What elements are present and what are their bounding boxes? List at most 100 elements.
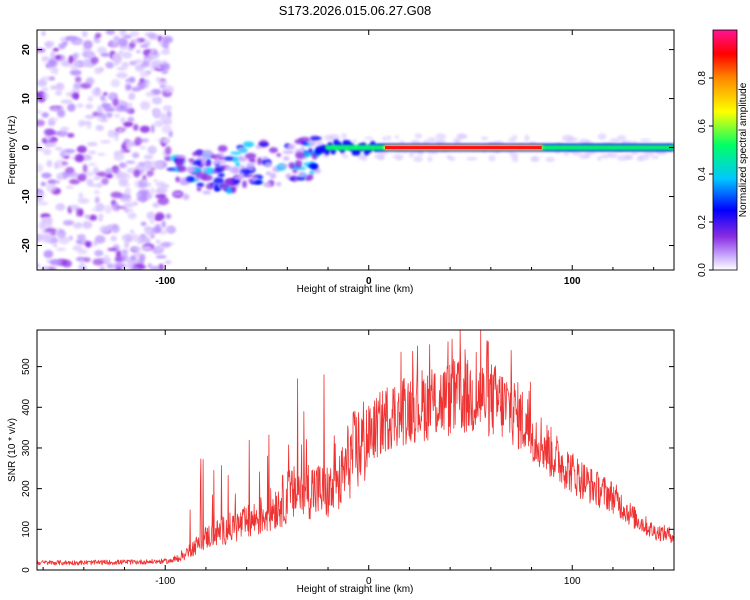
scatter-blob (282, 150, 294, 154)
spectrogram-y-ticks: -20 -10 0 10 20 (21, 44, 674, 253)
noise-blob (155, 77, 161, 82)
noise-blob (162, 40, 169, 49)
scatter-blob (196, 186, 202, 192)
scatter-blob (177, 165, 186, 172)
noise-blob (105, 112, 113, 118)
noise-blob (156, 244, 165, 253)
snr-x-ticks: -100 0 100 (42, 330, 655, 587)
ridge-halo-blob (531, 157, 538, 161)
noise-blob (105, 30, 116, 35)
colorbar-gradient (713, 30, 737, 270)
snr-y-tick-label: 300 (21, 439, 32, 456)
noise-blob (42, 92, 50, 100)
noise-blob (164, 156, 172, 162)
ridge-halo-blob (643, 150, 655, 157)
spectrogram-x-tick-label: -100 (155, 276, 175, 287)
noise-blob (140, 221, 147, 226)
noise-blob (93, 176, 101, 181)
noise-blob (37, 119, 46, 127)
noise-blob (49, 117, 59, 122)
noise-blob (106, 263, 114, 269)
scatter-blob (256, 157, 263, 166)
scatter-blob (195, 172, 208, 179)
spectrogram-y-tick-label: 10 (21, 93, 32, 105)
scatter-blob (188, 167, 193, 174)
noise-blob (129, 30, 140, 38)
ridge-halo-blob (392, 154, 404, 160)
noise-blob (160, 49, 171, 55)
noise-blob (160, 64, 169, 69)
noise-blob (116, 205, 128, 210)
noise-blob (134, 136, 143, 146)
noise-blob (124, 208, 130, 213)
noise-blob (140, 138, 150, 143)
noise-blob (55, 90, 63, 96)
ridge-halo-blob (315, 140, 323, 146)
noise-blob (129, 229, 135, 235)
scatter-blob (230, 186, 237, 194)
noise-blob (37, 163, 44, 173)
noise-blob (91, 88, 102, 97)
noise-blob (112, 165, 119, 174)
scatter-blob (174, 154, 186, 159)
noise-blob (60, 126, 70, 132)
colorbar-tick-label: 0.4 (697, 167, 708, 181)
noise-blob (155, 239, 161, 245)
spectrogram-x-tick-label: 0 (366, 276, 372, 287)
noise-blob (48, 180, 61, 184)
noise-blob (107, 129, 116, 138)
ridge-halo-blob (382, 136, 388, 141)
noise-blob (60, 99, 73, 104)
noise-blob (99, 225, 112, 234)
noise-blob (165, 213, 172, 220)
scatter-blob (218, 182, 230, 190)
scatter-blob (264, 161, 272, 168)
noise-blob (99, 140, 111, 144)
noise-blob (37, 147, 45, 151)
noise-blob (101, 103, 112, 107)
noise-blob (96, 112, 102, 122)
noise-blob (128, 76, 136, 84)
scatter-blob (295, 152, 305, 159)
scatter-blob (238, 146, 244, 151)
noise-blob (116, 72, 128, 79)
scatter-blob (286, 143, 296, 150)
noise-blob (118, 178, 129, 186)
noise-blob (161, 70, 168, 74)
scatter-blob (201, 149, 214, 158)
noise-blob (94, 235, 106, 244)
noise-blob (69, 178, 81, 185)
noise-blob (113, 152, 125, 161)
noise-blob (165, 146, 172, 155)
noise-blob (41, 30, 46, 37)
scatter-blob (196, 149, 202, 157)
noise-blob (123, 201, 135, 209)
noise-blob (83, 214, 90, 218)
noise-blob (47, 58, 59, 68)
noise-blob (85, 240, 92, 248)
noise-blob (94, 189, 100, 195)
ridge-halo-blob (394, 135, 399, 139)
snr-x-label: Height of straight line (km) (297, 584, 414, 595)
ridge-halo-blob (457, 134, 468, 139)
scatter-blob (276, 153, 282, 158)
ridge-halo-blob (566, 137, 579, 143)
colorbar-tick-label: 0.8 (697, 71, 708, 85)
noise-blob (127, 116, 135, 123)
ridge-halo-blob (636, 155, 644, 162)
noise-blob (40, 234, 53, 241)
noise-blob (140, 61, 150, 68)
noise-blob (81, 30, 88, 38)
ridge-halo-blob (630, 151, 639, 156)
noise-blob (162, 85, 175, 94)
scatter-blob (298, 171, 306, 178)
noise-blob (150, 232, 155, 239)
noise-blob (74, 40, 83, 45)
ridge-halo-blob (511, 135, 518, 140)
noise-blob (114, 113, 121, 118)
noise-blob (144, 154, 154, 159)
spectrogram-x-label: Height of straight line (km) (297, 284, 414, 295)
noise-blob (124, 82, 132, 92)
ridge-halo-blob (597, 133, 607, 140)
